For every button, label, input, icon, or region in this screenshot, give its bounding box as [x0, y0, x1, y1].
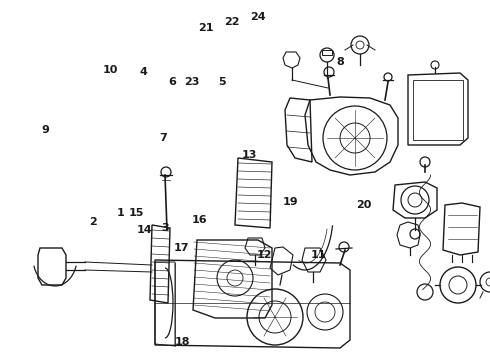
Text: 11: 11 [310, 250, 326, 260]
Text: 16: 16 [191, 215, 207, 225]
Text: 4: 4 [139, 67, 147, 77]
Text: 5: 5 [218, 77, 226, 87]
Text: 6: 6 [168, 77, 176, 87]
Text: 17: 17 [173, 243, 189, 253]
Text: 21: 21 [198, 23, 214, 33]
Text: 10: 10 [102, 65, 118, 75]
Text: 18: 18 [174, 337, 190, 347]
Text: 12: 12 [256, 250, 272, 260]
Text: 14: 14 [136, 225, 152, 235]
Text: 20: 20 [356, 200, 372, 210]
Text: 7: 7 [159, 133, 167, 143]
Text: 23: 23 [184, 77, 200, 87]
Text: 19: 19 [283, 197, 299, 207]
Text: 13: 13 [241, 150, 257, 160]
Text: 9: 9 [41, 125, 49, 135]
Text: 22: 22 [224, 17, 240, 27]
Text: 15: 15 [128, 208, 144, 218]
Text: 1: 1 [117, 208, 125, 218]
Text: 24: 24 [250, 12, 266, 22]
Text: 2: 2 [89, 217, 97, 227]
Text: 8: 8 [336, 57, 344, 67]
Text: 3: 3 [161, 223, 169, 233]
